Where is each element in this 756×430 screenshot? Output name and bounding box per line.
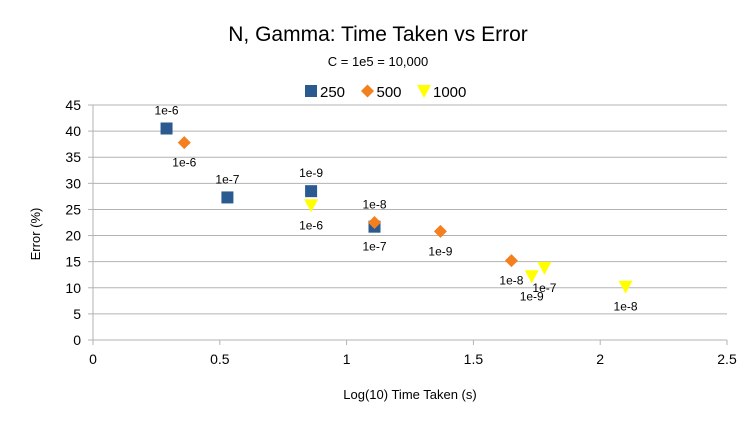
data-point-1000 (618, 280, 633, 294)
axes: 0 5 10 15 20 25 30 35 40 45 0 0.5 1 1.5 2 2.5 (65, 97, 737, 367)
data-labels: 1e-61e-7 1e-91e-71e-61e-81e-91e-81e-61e-9… (155, 104, 638, 314)
y-tick-label: 30 (65, 175, 81, 191)
data-label: 1e-6 (299, 218, 323, 232)
x-tick-label: 1.5 (464, 351, 484, 367)
data-label: 1e-9 (520, 289, 544, 303)
y-tick-label: 20 (65, 228, 81, 244)
data-label: 1e-8 (614, 300, 638, 314)
data-label: 1e-7 (532, 281, 556, 295)
legend-marker-500 (361, 84, 374, 98)
data-label: 1e-6 (155, 104, 179, 118)
grid-lines (93, 104, 727, 341)
data-label: 1e-7 (362, 240, 386, 254)
data-label: 1e-9 (299, 166, 323, 180)
data-label: 1e-8 (362, 198, 386, 212)
data-point-500 (177, 136, 191, 150)
y-tick-label: 5 (73, 306, 81, 322)
data-label: 1e-9 (428, 244, 452, 258)
data-point-500 (367, 216, 381, 229)
x-tick-label: 1 (343, 351, 351, 367)
data-point-250 (221, 191, 234, 204)
x-tick-label: 0 (89, 351, 97, 367)
data-label: 1e-6 (172, 156, 196, 170)
data-points (160, 122, 633, 294)
data-label: 1e-7 (215, 172, 239, 186)
chart-subtitle: C = 1e5 = 10,000 (328, 54, 428, 69)
legend-label-1000: 1000 (433, 84, 466, 101)
x-tick-label: 2.5 (717, 351, 737, 367)
legend-marker-1000 (417, 85, 431, 98)
legend-label-250: 250 (320, 84, 345, 101)
legend-label-500: 500 (377, 84, 402, 101)
x-tick-label: 2 (596, 351, 604, 367)
data-point-250 (305, 185, 318, 198)
y-tick-label: 45 (65, 97, 81, 113)
data-point-250 (160, 122, 173, 135)
legend: 250 500 1000 (305, 84, 466, 101)
x-tick-label: 0.5 (210, 351, 230, 367)
x-axis-label: Log(10) Time Taken (s) (343, 387, 476, 402)
data-point-500 (433, 224, 447, 238)
data-point-1000 (537, 261, 552, 275)
y-tick-label: 35 (65, 149, 81, 165)
legend-marker-250 (305, 85, 317, 97)
y-tick-label: 0 (73, 332, 81, 348)
data-point-500 (504, 254, 518, 268)
y-tick-label: 25 (65, 201, 81, 217)
y-tick-label: 15 (65, 254, 81, 270)
data-label: 1e-8 (499, 274, 523, 288)
y-axis-label: Error (%) (28, 208, 43, 261)
data-point-1000 (524, 270, 539, 284)
data-point-1000 (304, 199, 319, 213)
chart-title: N, Gamma: Time Taken vs Error (228, 23, 528, 46)
y-tick-label: 40 (65, 123, 81, 139)
y-tick-label: 10 (65, 280, 81, 296)
